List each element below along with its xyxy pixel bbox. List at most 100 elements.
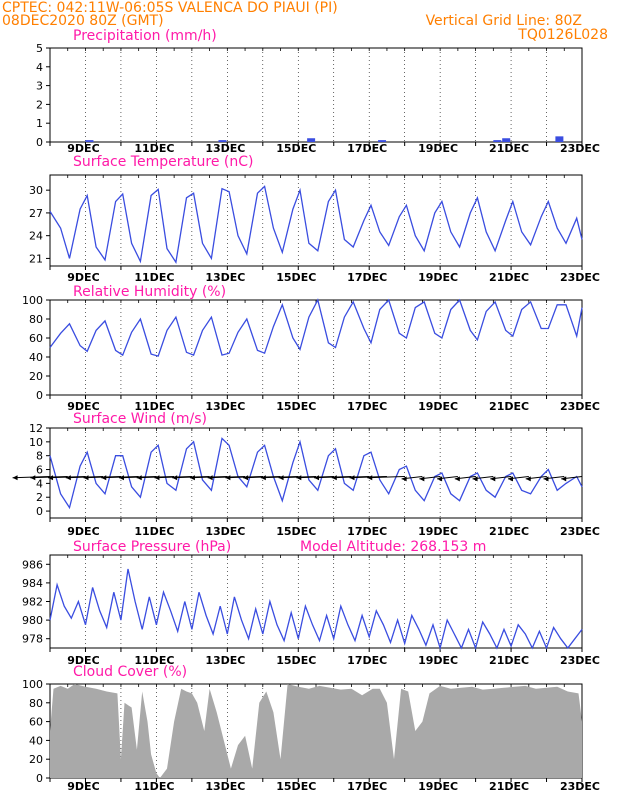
- wind-arrow: [118, 475, 157, 479]
- x-tick-label: 13DEC: [205, 142, 245, 155]
- wind-arrow: [136, 475, 175, 479]
- wind-arrowhead: [278, 475, 284, 481]
- wind-arrowhead: [437, 476, 443, 482]
- x-tick-label: 13DEC: [205, 400, 245, 413]
- y-tick-label: 100: [22, 294, 43, 307]
- x-tick-label: 13DEC: [205, 654, 245, 667]
- y-tick-label: 0: [36, 505, 43, 518]
- wind-arrow: [83, 475, 121, 479]
- x-tick-label: 9DEC: [67, 780, 99, 793]
- wind-arrowhead: [243, 475, 249, 481]
- x-tick-label: 23DEC: [560, 525, 600, 538]
- panel-frame: [49, 174, 583, 267]
- y-tick-label: 3: [36, 80, 43, 93]
- x-tick-label: 15DEC: [276, 780, 316, 793]
- x-tick-label: 19DEC: [418, 780, 458, 793]
- y-tick-label: 978: [22, 633, 43, 646]
- x-tick-label: 21DEC: [489, 780, 529, 793]
- wind-arrow: [331, 475, 370, 479]
- y-tick-label: 0: [36, 389, 43, 402]
- panel-title: Surface Wind (m/s): [73, 411, 207, 427]
- wind-arrowhead: [30, 475, 36, 481]
- precip-bar: [218, 140, 227, 142]
- x-tick-label: 11DEC: [134, 525, 174, 538]
- y-tick-label: 2: [36, 98, 43, 111]
- wind-arrow: [243, 475, 281, 479]
- x-tick-label: 23DEC: [560, 780, 600, 793]
- wind-arrowhead: [314, 475, 320, 481]
- x-tick-label: 9DEC: [67, 400, 99, 413]
- y-tick-label: 24: [29, 230, 43, 243]
- series-line: [49, 568, 583, 651]
- y-tick-label: 20: [29, 753, 43, 766]
- wind-arrowhead: [454, 476, 460, 482]
- x-tick-label: 9DEC: [67, 271, 99, 284]
- x-tick-label: 23DEC: [560, 142, 600, 155]
- wind-arrowhead: [225, 475, 231, 481]
- precip-bar: [502, 138, 511, 142]
- wind-arrowhead: [296, 475, 302, 481]
- y-tick-label: 1: [36, 117, 43, 130]
- wind-arrow: [48, 475, 86, 479]
- y-tick-label: 980: [22, 614, 43, 627]
- x-tick-label: 13DEC: [205, 780, 245, 793]
- series-line: [49, 437, 583, 510]
- x-tick-label: 17DEC: [347, 142, 387, 155]
- wind-arrowhead: [472, 476, 478, 482]
- y-tick-label: 20: [29, 370, 43, 383]
- x-tick-label: 9DEC: [67, 525, 99, 538]
- panel-frame: [49, 427, 583, 519]
- x-tick-label: 23DEC: [560, 271, 600, 284]
- wind-arrowhead: [508, 476, 514, 482]
- x-tick-label: 19DEC: [418, 400, 458, 413]
- y-tick-label: 60: [29, 332, 43, 345]
- precip-bar: [493, 140, 502, 142]
- wind-arrowhead: [136, 475, 142, 481]
- y-tick-label: 27: [29, 207, 43, 220]
- y-tick-label: 40: [29, 351, 43, 364]
- x-tick-label: 19DEC: [418, 525, 458, 538]
- precip-bar: [307, 138, 316, 142]
- wind-arrow: [349, 475, 387, 479]
- y-tick-label: 80: [29, 697, 43, 710]
- grid-note: Vertical Grid Line: 80Z: [425, 13, 582, 29]
- series-line: [49, 298, 583, 357]
- wind-arrow: [101, 475, 139, 479]
- wind-arrow: [314, 475, 352, 479]
- x-tick-label: 11DEC: [134, 780, 174, 793]
- y-tick-label: 0: [36, 772, 43, 785]
- x-tick-label: 13DEC: [205, 271, 245, 284]
- y-tick-label: 60: [29, 716, 43, 729]
- x-tick-label: 15DEC: [276, 400, 316, 413]
- wind-arrow: [12, 475, 51, 479]
- x-tick-label: 23DEC: [560, 654, 600, 667]
- panel-title: Surface Pressure (hPa): [73, 539, 231, 555]
- wind-arrowhead: [172, 475, 178, 481]
- y-tick-label: 8: [36, 450, 43, 463]
- wind-arrow: [296, 475, 334, 479]
- y-tick-label: 986: [22, 558, 43, 571]
- wind-arrowhead: [12, 475, 18, 481]
- wind-arrowhead: [154, 475, 160, 481]
- run-date: 08DEC2020 80Z (GMT): [2, 13, 164, 29]
- y-tick-label: 984: [22, 577, 43, 590]
- panel-title: Surface Temperature (nC): [73, 154, 254, 170]
- y-tick-label: 982: [22, 596, 43, 609]
- panel-frame: [49, 47, 583, 143]
- wind-arrow: [260, 475, 299, 479]
- wind-arrowhead: [525, 476, 531, 482]
- y-tick-label: 21: [29, 252, 43, 265]
- x-tick-label: 21DEC: [489, 142, 529, 155]
- wind-arrowhead: [367, 475, 373, 481]
- x-tick-label: 11DEC: [134, 142, 174, 155]
- wind-arrow: [367, 475, 405, 479]
- x-tick-label: 11DEC: [134, 271, 174, 284]
- wind-arrow: [172, 475, 210, 479]
- x-tick-label: 15DEC: [276, 142, 316, 155]
- y-tick-label: 40: [29, 734, 43, 747]
- wind-arrowhead: [83, 475, 89, 481]
- precip-bar: [85, 140, 94, 142]
- x-tick-label: 17DEC: [347, 654, 387, 667]
- x-tick-label: 21DEC: [489, 525, 529, 538]
